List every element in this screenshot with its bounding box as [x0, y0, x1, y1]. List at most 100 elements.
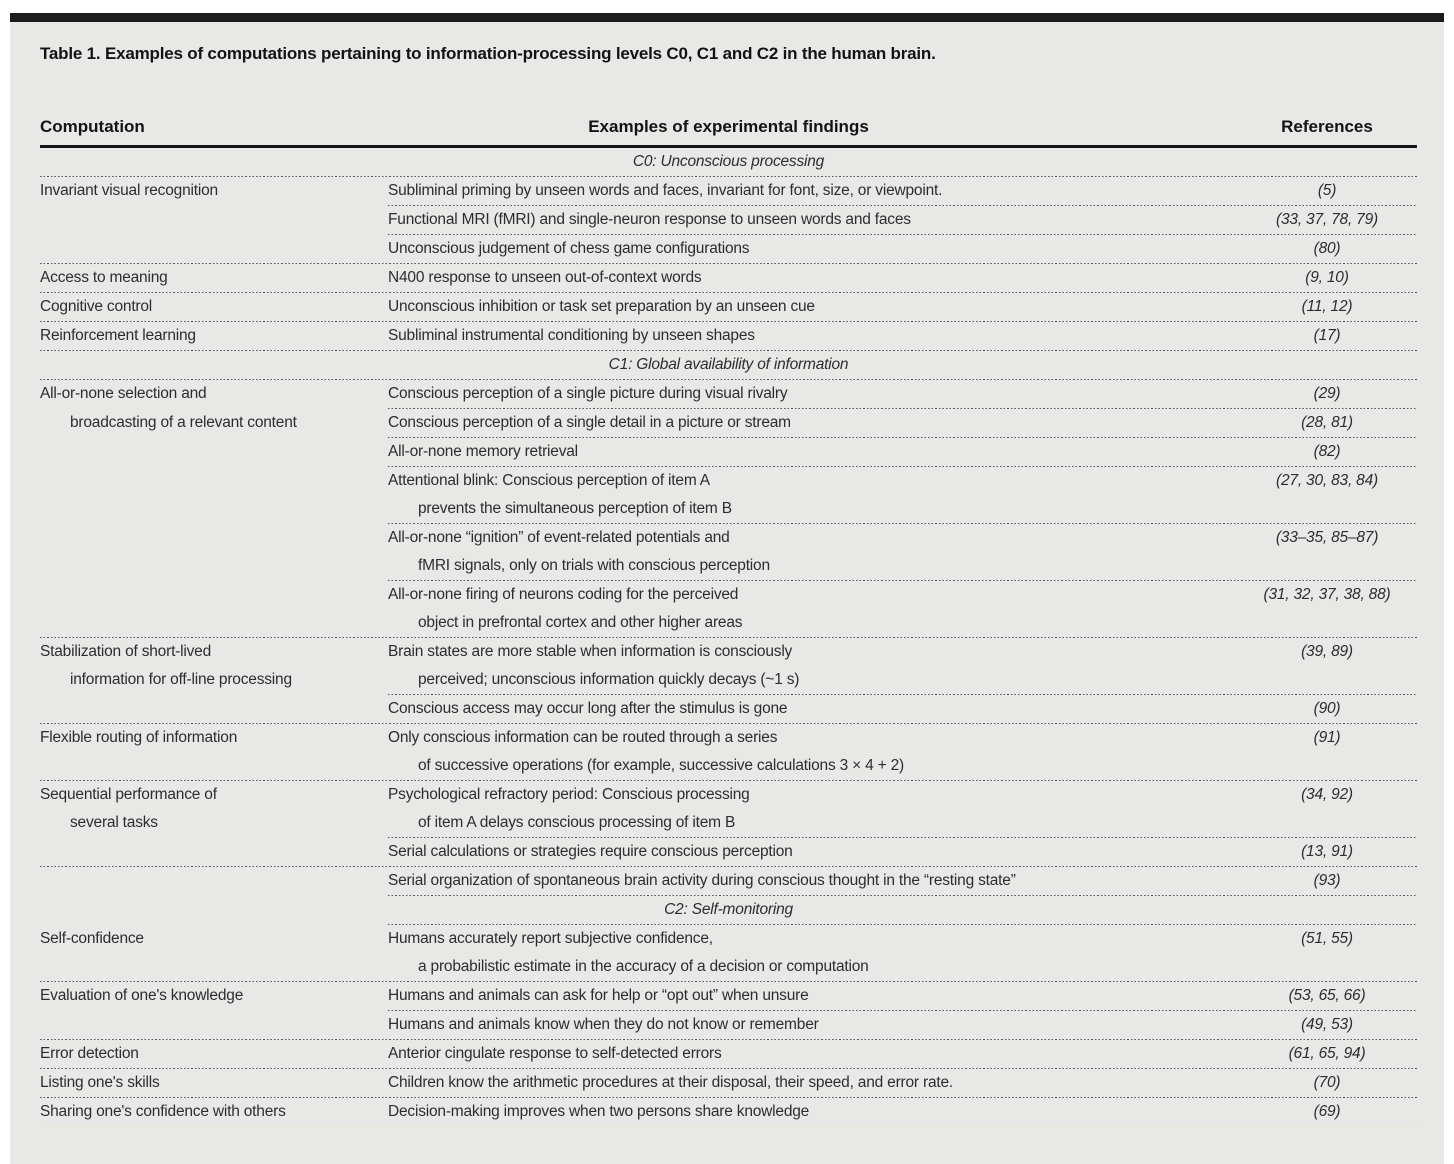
- finding-line: Subliminal priming by unseen words and f…: [388, 182, 943, 199]
- table-body: C0: Unconscious processing Invariant visu…: [40, 148, 1417, 1127]
- computation-line: Stabilization of short-lived: [40, 643, 212, 660]
- finding-line: N400 response to unseen out-of-context w…: [388, 269, 702, 286]
- row-separator: [40, 981, 1417, 982]
- table-content: Table 1. Examples of computations pertai…: [10, 44, 1444, 1127]
- row-separator: [388, 205, 1417, 206]
- finding-line: Humans accurately report subjective conf…: [388, 930, 713, 947]
- table-row: All-or-none “ignition” of event-related …: [40, 524, 1417, 580]
- finding-line: Attentional blink: Conscious perception …: [388, 472, 710, 489]
- table-row: Access to meaning N400 response to unseen…: [40, 264, 1417, 292]
- col-header-references: References: [1281, 117, 1373, 136]
- finding-cell: Humans and animals know when they do not…: [388, 1011, 1237, 1039]
- computation-cell: Sequential performance of several tasks: [40, 781, 388, 837]
- finding-line: All-or-none firing of neurons coding for…: [388, 586, 739, 603]
- finding-cell: Decision-making improves when two person…: [388, 1098, 1237, 1126]
- table-row: Error detection Anterior cingulate respon…: [40, 1040, 1417, 1068]
- finding-cell: All-or-none firing of neurons coding for…: [388, 581, 1237, 637]
- table-row: Evaluation of one's knowledge Humans and …: [40, 982, 1417, 1010]
- computation-line: Error detection: [40, 1045, 139, 1062]
- top-bar: [10, 13, 1444, 22]
- table-row: Flexible routing of information Only cons…: [40, 724, 1417, 780]
- row-separator: [40, 321, 1417, 322]
- computation-cell: [40, 206, 388, 234]
- row-separator: [40, 350, 1417, 351]
- finding-line: Only conscious information can be routed…: [388, 729, 778, 746]
- header-rule: [40, 145, 1417, 148]
- col-header-computation: Computation: [40, 117, 145, 136]
- table-row: Reinforcement learning Subliminal instrum…: [40, 322, 1417, 350]
- row-separator: [40, 1126, 1417, 1127]
- table-panel: Table 1. Examples of computations pertai…: [10, 13, 1444, 1164]
- computation-cell: [40, 467, 388, 495]
- table-row: Unconscious judgement of chess game conf…: [40, 235, 1417, 263]
- references-cell: (51, 55): [1301, 930, 1353, 947]
- computation-cell: [40, 867, 388, 895]
- finding-cell: Serial calculations or strategies requir…: [388, 838, 1237, 866]
- references-cell: (93): [1313, 872, 1341, 889]
- row-separator: [388, 234, 1417, 235]
- row-separator: [388, 1010, 1417, 1011]
- row-separator: [40, 637, 1417, 638]
- finding-line: Unconscious inhibition or task set prepa…: [388, 298, 815, 315]
- row-separator: [40, 866, 1417, 867]
- computation-line: broadcasting of a relevant content: [70, 414, 297, 431]
- row-separator: [388, 437, 1417, 438]
- computation-cell: Listing one's skills: [40, 1069, 388, 1097]
- row-separator: [388, 523, 1417, 524]
- row-separator: [40, 292, 1417, 293]
- finding-line: prevents the simultaneous perception of …: [418, 500, 732, 517]
- computation-cell: All-or-none selection and: [40, 380, 388, 408]
- computation-cell: Cognitive control: [40, 293, 388, 321]
- finding-cell: Psychological refractory period: Conscio…: [388, 781, 1237, 837]
- references-cell: (61, 65, 94): [1288, 1045, 1366, 1062]
- row-separator: [388, 837, 1417, 838]
- finding-line: Subliminal instrumental conditioning by …: [388, 327, 755, 344]
- computation-line: Sequential performance of: [40, 786, 217, 803]
- computation-cell: Reinforcement learning: [40, 322, 388, 350]
- finding-line: Children know the arithmetic procedures …: [388, 1074, 954, 1091]
- computation-line: information for off-line processing: [70, 671, 292, 688]
- table-row: Sequential performance of several tasks Ps…: [40, 781, 1417, 837]
- computation-cell: Self-confidence: [40, 925, 388, 953]
- computation-line: All-or-none selection and: [40, 385, 207, 402]
- computation-cell: [40, 1011, 388, 1039]
- row-separator: [40, 780, 1417, 781]
- finding-line: fMRI signals, only on trials with consci…: [418, 557, 770, 574]
- finding-cell: Functional MRI (fMRI) and single-neuron …: [388, 206, 1237, 234]
- table-row: Invariant visual recognition Subliminal p…: [40, 177, 1417, 205]
- finding-line: Decision-making improves when two person…: [388, 1103, 810, 1120]
- finding-cell: Conscious access may occur long after th…: [388, 695, 1237, 723]
- finding-cell: Anterior cingulate response to self-dete…: [388, 1040, 1237, 1068]
- row-separator: [388, 694, 1417, 695]
- finding-line: Humans and animals know when they do not…: [388, 1016, 819, 1033]
- row-separator: [388, 466, 1417, 467]
- references-cell: (33, 37, 78, 79): [1276, 211, 1378, 228]
- table-row: All-or-none firing of neurons coding for…: [40, 581, 1417, 637]
- references-cell: (70): [1313, 1074, 1341, 1091]
- row-separator: [388, 895, 1417, 896]
- references-cell: (91): [1313, 729, 1341, 746]
- finding-cell: N400 response to unseen out-of-context w…: [388, 264, 1237, 292]
- table-row: All-or-none selection and Conscious perce…: [40, 380, 1417, 408]
- computation-line: Evaluation of one's knowledge: [40, 987, 244, 1004]
- computation-cell: Stabilization of short-lived information …: [40, 638, 388, 694]
- row-separator: [40, 1097, 1417, 1098]
- table-row: Stabilization of short-lived information …: [40, 638, 1417, 694]
- finding-cell: Serial organization of spontaneous brain…: [388, 867, 1237, 895]
- computation-cell: Error detection: [40, 1040, 388, 1068]
- references-cell: (90): [1313, 700, 1341, 717]
- finding-line: perceived; unconscious information quick…: [418, 671, 800, 688]
- finding-cell: Conscious perception of a single picture…: [388, 380, 1237, 408]
- table-row: Serial calculations or strategies requir…: [40, 838, 1417, 866]
- finding-line: Conscious perception of a single detail …: [388, 414, 791, 431]
- computation-cell: [40, 838, 388, 866]
- row-separator: [40, 1068, 1417, 1069]
- computation-line: Self-confidence: [40, 930, 144, 947]
- computation-cell: broadcasting of a relevant content: [40, 409, 388, 437]
- references-cell: (13, 91): [1301, 843, 1353, 860]
- finding-cell: Subliminal instrumental conditioning by …: [388, 322, 1237, 350]
- references-cell: (53, 65, 66): [1288, 987, 1366, 1004]
- finding-line: a probabilistic estimate in the accuracy…: [418, 958, 869, 975]
- row-separator: [40, 176, 1417, 177]
- computation-line: Sharing one's confidence with others: [40, 1103, 286, 1120]
